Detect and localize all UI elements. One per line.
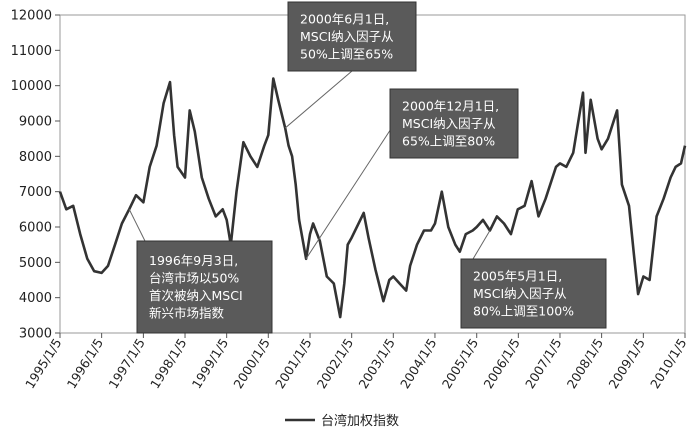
- callout-text: 台湾市场以50%: [149, 271, 239, 286]
- x-tick-label: 2002/1/5: [314, 336, 356, 392]
- callout-text: MSCI纳入因子从: [473, 286, 567, 301]
- callout-text: MSCI纳入因子从: [300, 29, 394, 44]
- callout-text: 新兴市场指数: [149, 306, 225, 321]
- callout-text: 2000年12月1日,: [402, 98, 499, 113]
- x-tick-label: 2001/1/5: [272, 336, 314, 392]
- x-tick-label: 2003/1/5: [355, 336, 397, 392]
- callout-box: [136, 240, 273, 334]
- y-tick-label: 6000: [19, 221, 52, 236]
- callout-box: [460, 258, 607, 329]
- y-tick-label: 3000: [19, 327, 52, 342]
- y-tick-label: 7000: [19, 185, 52, 200]
- x-tick-label: 2005/1/5: [439, 336, 481, 392]
- y-tick-label: 8000: [19, 150, 52, 165]
- x-tick-label: 1995/1/5: [22, 336, 64, 392]
- series-line-0: [58, 77, 687, 319]
- legend: 台湾加权指数: [285, 413, 399, 429]
- x-tick-label: 2007/1/5: [522, 336, 564, 392]
- y-tick-label: 12000: [11, 9, 52, 24]
- legend-label: 台湾加权指数: [321, 413, 399, 429]
- callout-text: 2005年5月1日,: [473, 268, 562, 283]
- callout-text: 65%上调至80%: [402, 133, 495, 148]
- callout-text: 2000年6月1日,: [300, 11, 389, 26]
- callout-leader-line: [472, 230, 491, 260]
- x-tick-label: 2009/1/5: [605, 336, 647, 392]
- x-tick-label: 2010/1/5: [647, 336, 689, 392]
- series-layer: [58, 77, 687, 319]
- callout-text: 50%上调至65%: [300, 46, 393, 61]
- callout-box: [389, 88, 519, 159]
- x-tick-label: 1998/1/5: [147, 336, 189, 392]
- callout-box: [287, 1, 417, 72]
- x-tick-label: 2000/1/5: [230, 336, 272, 392]
- x-tick-label: 2006/1/5: [480, 336, 522, 392]
- callout-leader-line: [305, 130, 391, 260]
- x-tick-label: 1997/1/5: [105, 336, 147, 392]
- x-tick-label: 1999/1/5: [189, 336, 231, 392]
- callout-text: 80%上调至100%: [473, 303, 574, 318]
- y-tick-label: 5000: [19, 256, 52, 271]
- x-tick-label: 1996/1/5: [64, 336, 106, 392]
- y-tick-label: 11000: [11, 44, 52, 59]
- annotations: 1996年9月3日, 台湾市场以50% 首次被纳入MSCI 新兴市场指数 2000年6月…: [128, 1, 607, 334]
- x-tick-label: 2004/1/5: [397, 336, 439, 392]
- y-tick-label: 10000: [11, 79, 52, 94]
- y-tick-label: 9000: [19, 115, 52, 130]
- callout-text: MSCI纳入因子从: [402, 116, 496, 131]
- callout-leader-line: [128, 209, 146, 242]
- y-tick-label: 4000: [19, 291, 52, 306]
- callout-leader-line: [284, 70, 353, 129]
- callout-text: 首次被纳入MSCI: [149, 288, 243, 303]
- callout-text: 1996年9月3日,: [149, 253, 238, 268]
- x-tick-label: 2008/1/5: [564, 336, 606, 392]
